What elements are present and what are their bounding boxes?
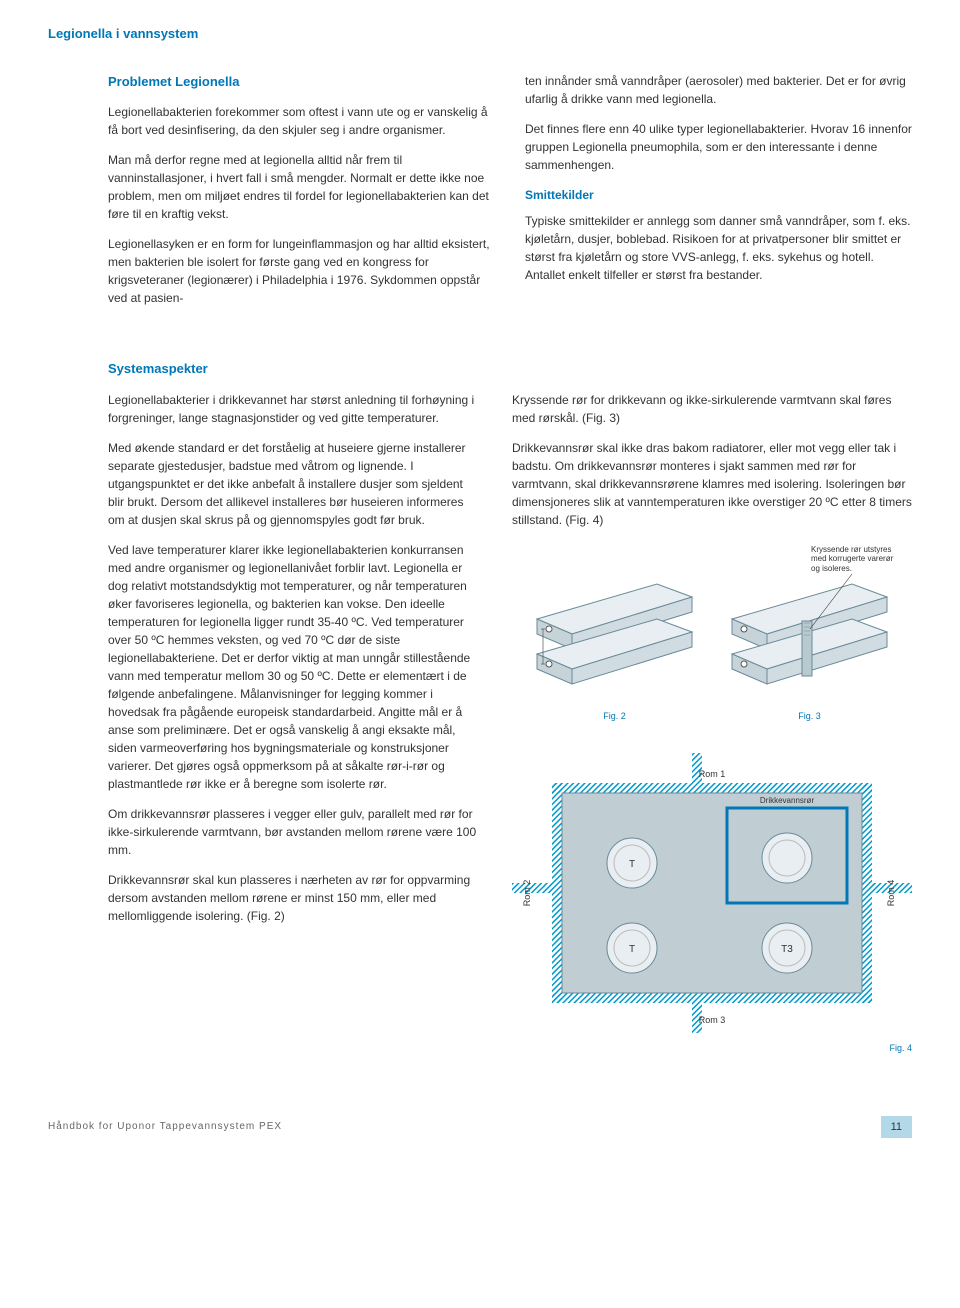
para: Legionellasyken er en form for lungeinfl… xyxy=(108,235,495,307)
para: Kryssende rør for drikkevann og ikke-sir… xyxy=(512,391,912,427)
page-header: Legionella i vannsystem xyxy=(48,24,912,44)
para: ten innånder små vanndråper (aerosoler) … xyxy=(525,72,912,108)
page-number: 11 xyxy=(881,1116,912,1139)
para: Typiske smittekilder er annlegg som dann… xyxy=(525,212,912,284)
svg-text:T: T xyxy=(629,944,635,955)
para: Ved lave temperaturer klarer ikke legion… xyxy=(108,541,482,793)
para: Drikkevannsrør skal kun plasseres i nærh… xyxy=(108,871,482,925)
figure-4-area: T T T3 Rom 1 Rom 3 Ro xyxy=(512,753,912,1056)
para: Drikkevannsrør skal ikke dras bakom radi… xyxy=(512,439,912,529)
para: Med økende standard er det forståelig at… xyxy=(108,439,482,529)
subheading-smittekilder: Smittekilder xyxy=(525,186,912,204)
svg-text:Drikkevannsrør: Drikkevannsrør xyxy=(760,796,815,805)
para: Man må derfor regne med at legionella al… xyxy=(108,151,495,223)
figure-2-3-area: Fig. 2 xyxy=(512,549,912,1056)
fig3-label: Fig. 3 xyxy=(722,710,897,724)
footer: Håndbok for Uponor Tappevannsystem PEX 1… xyxy=(0,1076,960,1159)
figure-4-svg: T T T3 Rom 1 Rom 3 Ro xyxy=(512,753,912,1033)
section-title-system: Systemaspekter xyxy=(108,359,912,379)
para: Det finnes flere enn 40 ulike typer legi… xyxy=(525,120,912,174)
svg-text:Rom 1: Rom 1 xyxy=(699,769,726,779)
para: Legionellabakterien forekommer som oftes… xyxy=(108,103,495,139)
para: Legionellabakterier i drikkevannet har s… xyxy=(108,391,482,427)
footer-text: Håndbok for Uponor Tappevannsystem PEX xyxy=(48,1119,282,1134)
fig2-label: Fig. 2 xyxy=(527,710,702,724)
figure-2-svg xyxy=(527,549,702,699)
section-title-problemet: Problemet Legionella xyxy=(108,72,495,92)
svg-text:Rom 4: Rom 4 xyxy=(886,880,896,907)
svg-text:T3: T3 xyxy=(781,944,793,955)
svg-text:Rom 3: Rom 3 xyxy=(699,1015,726,1025)
para: Om drikkevannsrør plasseres i vegger ell… xyxy=(108,805,482,859)
fig4-label: Fig. 4 xyxy=(512,1042,912,1056)
svg-text:Rom 2: Rom 2 xyxy=(522,880,532,907)
svg-text:T: T xyxy=(629,859,635,870)
fig3-annotation: Kryssende rør utstyres med korrugerte va… xyxy=(811,545,901,574)
